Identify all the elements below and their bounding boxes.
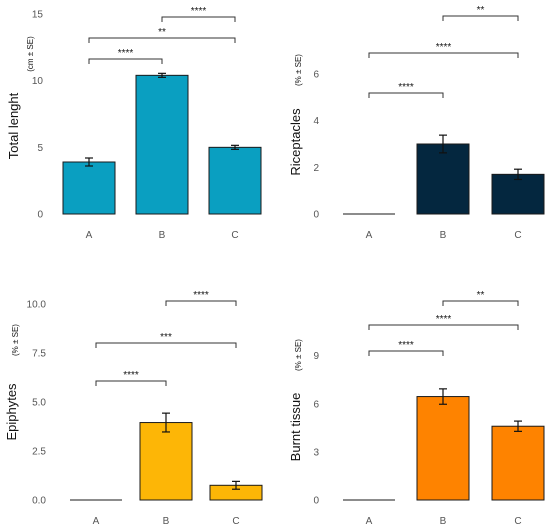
- y-tick-label: 15: [32, 10, 44, 21]
- x-tick-label: C: [231, 230, 238, 241]
- significance-bracket: [95, 380, 167, 386]
- significance-bracket: [88, 37, 236, 43]
- significance-bracket: [368, 92, 444, 98]
- y-tick-label: 5: [37, 143, 43, 154]
- x-tick-label: C: [514, 230, 521, 241]
- significance-label: ****: [123, 370, 139, 381]
- significance-bracket: [442, 15, 519, 21]
- significance-label: ****: [398, 340, 414, 351]
- bar: [491, 425, 545, 501]
- x-tick-label: B: [440, 516, 447, 527]
- significance-label: ****: [193, 290, 209, 301]
- y-tick-label: 0: [313, 496, 319, 507]
- y-tick-label: 0: [313, 210, 319, 221]
- bar: [416, 143, 470, 215]
- y-axis-unit: (% ± SE): [11, 324, 20, 356]
- x-tick-label: C: [232, 516, 239, 527]
- significance-label: ****: [191, 6, 207, 17]
- y-tick-label: 6: [313, 399, 319, 410]
- x-tick-label: B: [440, 230, 447, 241]
- bar: [491, 173, 545, 215]
- y-axis-unit: (% ± SE): [294, 54, 303, 86]
- significance-bracket: [368, 52, 519, 58]
- significance-bracket: [161, 16, 236, 22]
- y-axis-label: Riceptacles: [288, 108, 303, 176]
- significance-bracket: [442, 300, 519, 306]
- significance-label: ****: [436, 42, 452, 53]
- bar: [208, 146, 262, 215]
- y-tick-label: 0.0: [32, 496, 46, 507]
- y-tick-label: 0: [37, 210, 43, 221]
- y-axis-unit: (cm ± SE): [26, 36, 35, 72]
- y-tick-label: 6: [313, 70, 319, 81]
- y-axis-label: Epiphytes: [4, 383, 19, 441]
- y-tick-label: 7.5: [32, 348, 46, 359]
- y-tick-label: 4: [313, 116, 319, 127]
- significance-label: ****: [436, 314, 452, 325]
- x-tick-label: A: [93, 516, 100, 527]
- x-tick-label: B: [159, 230, 166, 241]
- significance-bracket: [88, 58, 163, 64]
- y-tick-label: 10: [32, 76, 44, 87]
- significance-label: **: [158, 27, 166, 38]
- x-tick-label: C: [514, 516, 521, 527]
- y-axis-label: Burnt tissue: [288, 393, 303, 462]
- x-tick-label: A: [86, 230, 93, 241]
- bar: [416, 396, 470, 501]
- y-tick-label: 9: [313, 351, 319, 362]
- x-tick-label: A: [366, 516, 373, 527]
- significance-bracket: [95, 342, 237, 348]
- significance-label: ****: [398, 82, 414, 93]
- bar: [135, 74, 189, 215]
- y-tick-label: 10.0: [27, 299, 47, 310]
- y-tick-label: 2: [313, 163, 319, 174]
- significance-label: **: [477, 5, 485, 16]
- y-tick-label: 3: [313, 447, 319, 458]
- significance-bracket: [368, 324, 519, 330]
- y-tick-label: 5.0: [32, 397, 46, 408]
- y-axis-unit: (% ± SE): [294, 339, 303, 371]
- x-tick-label: B: [163, 516, 170, 527]
- significance-bracket: [368, 350, 444, 356]
- y-tick-label: 2.5: [32, 446, 46, 457]
- significance-label: ****: [118, 48, 134, 59]
- significance-label: ***: [160, 332, 172, 343]
- bar: [139, 422, 193, 501]
- x-tick-label: A: [366, 230, 373, 241]
- significance-label: **: [477, 290, 485, 301]
- bar: [62, 161, 116, 215]
- significance-bracket: [165, 300, 237, 306]
- y-axis-label: Total lenght: [6, 92, 21, 159]
